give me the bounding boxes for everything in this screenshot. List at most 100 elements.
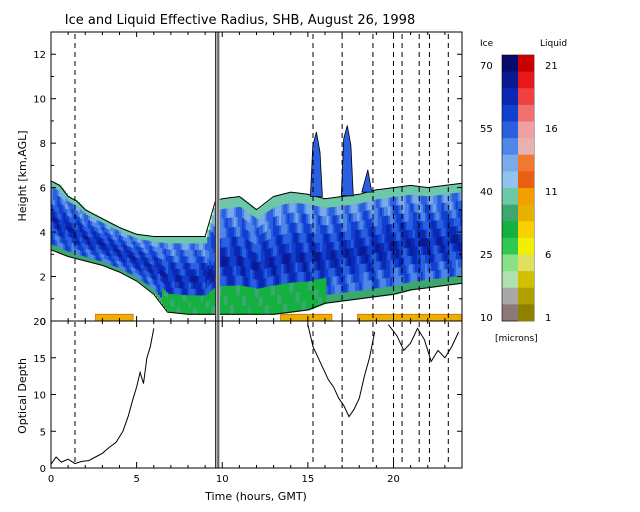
ice-cell — [96, 259, 99, 265]
ice-cell — [272, 206, 276, 218]
ice-cell — [198, 294, 202, 302]
ice-cell — [404, 186, 408, 196]
ice-cell — [240, 255, 243, 266]
ice-cell — [51, 209, 54, 216]
ice-cell — [75, 229, 79, 235]
ice-cell — [159, 291, 163, 298]
ice-cell — [114, 232, 118, 237]
ice-cell — [359, 246, 362, 256]
liquid-layer — [280, 313, 333, 321]
ice-cell — [297, 261, 301, 273]
ice-cell — [367, 288, 371, 299]
ice-cell — [194, 307, 198, 315]
ice-cell — [383, 233, 387, 243]
ice-cell — [418, 203, 422, 213]
ice-tick-label: 55 — [480, 124, 493, 135]
ice-cell — [394, 258, 397, 268]
ice-cell — [383, 215, 387, 225]
ice-cell — [309, 194, 313, 205]
ice-cell — [238, 255, 241, 266]
ice-cell — [311, 261, 315, 272]
ice-cell — [332, 249, 336, 260]
ice-cell — [363, 280, 366, 290]
ice-cell — [342, 231, 346, 241]
ice-cell — [233, 246, 237, 257]
ice-cell — [104, 231, 107, 236]
ice-cell — [309, 271, 313, 282]
ice-cell — [425, 271, 428, 281]
ice-cell — [205, 275, 208, 283]
ice-cell — [338, 275, 342, 285]
ice-cell — [118, 256, 122, 262]
ice-cell — [186, 242, 190, 250]
ice-cell — [420, 237, 424, 247]
ice-cell — [79, 204, 83, 210]
ice-cell — [377, 198, 381, 208]
ice-cell — [429, 187, 432, 197]
ice-cell — [141, 276, 144, 282]
ice-cell — [244, 219, 247, 230]
ice-cell — [355, 194, 358, 205]
ice-cell — [418, 263, 422, 273]
ice-cell — [441, 269, 445, 279]
ice-cell — [285, 263, 288, 274]
ice-cell — [425, 212, 428, 222]
ice-cell — [90, 220, 93, 226]
ice-cell — [201, 301, 204, 309]
ice-cell — [414, 229, 418, 239]
ice-cell — [285, 292, 288, 304]
ice-cell — [153, 289, 157, 295]
ice-cell — [429, 229, 432, 238]
ice-cell — [427, 245, 430, 255]
ice-cell — [328, 215, 331, 225]
ice-cell — [137, 277, 140, 283]
ice-cell — [61, 198, 64, 205]
ice-cell — [295, 232, 299, 243]
ice-cell — [201, 249, 204, 257]
ice-cell — [190, 307, 194, 315]
ice-cell — [433, 186, 436, 196]
ice-tick-label: 10 — [480, 313, 493, 324]
ice-cell — [338, 214, 342, 224]
ice-cell — [116, 244, 120, 250]
ice-cell — [159, 242, 163, 248]
ice-cell — [85, 239, 89, 245]
ice-cell — [164, 248, 167, 255]
ice-cell — [283, 243, 286, 255]
ice-cell — [67, 251, 70, 257]
ice-cell — [166, 254, 169, 262]
ice-cell — [375, 269, 379, 280]
ice-cell — [55, 194, 58, 201]
ice-cell — [453, 275, 457, 285]
ice-cell — [351, 195, 354, 205]
ice-cell — [336, 223, 340, 233]
ice-cell — [122, 251, 126, 256]
ice-cell — [190, 294, 194, 302]
liquid-color-swatch — [518, 237, 534, 255]
ice-cell — [392, 187, 395, 198]
ice-cell — [344, 204, 348, 215]
ice-cell — [453, 192, 457, 202]
time-tick-label: 15 — [302, 474, 315, 485]
ice-cell — [396, 267, 399, 277]
ice-cell — [455, 183, 459, 193]
ice-cell — [295, 252, 299, 263]
ice-cell — [92, 225, 95, 231]
ice-cell — [250, 214, 253, 224]
ice-cell — [157, 289, 161, 295]
ice-cell — [174, 300, 177, 307]
optical-depth-series — [51, 328, 155, 465]
ice-cell — [330, 285, 334, 295]
ice-cell — [268, 247, 272, 258]
ice-cell — [157, 257, 161, 264]
ice-cell — [90, 228, 93, 234]
ice-cell — [357, 194, 360, 204]
ice-cell — [98, 248, 101, 253]
ice-cell — [270, 275, 274, 286]
ice-cell — [112, 242, 116, 248]
ice-cell — [445, 226, 449, 236]
ice-cell — [151, 255, 155, 261]
ice-cell — [63, 190, 66, 197]
ice-cell — [318, 233, 321, 243]
ice-cell — [225, 256, 229, 267]
